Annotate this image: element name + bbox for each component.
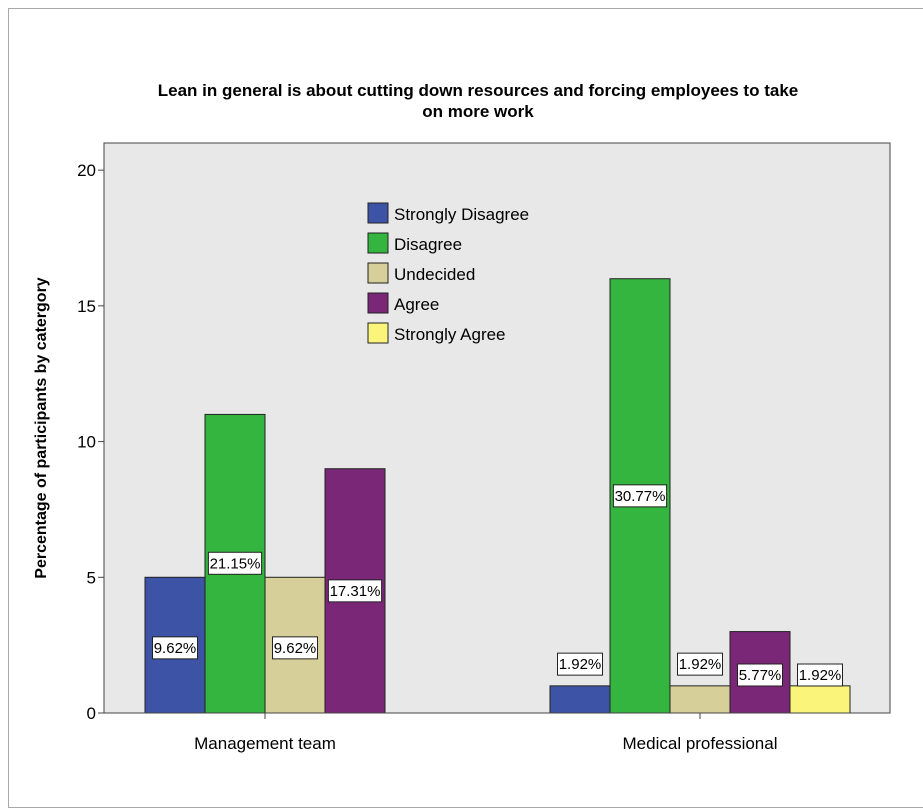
data-labels-layer: 9.62% 21.15% 9.62% 17.31% 1.92% 30.77% 1.92% 5.… xyxy=(152,484,843,687)
legend-label: Agree xyxy=(394,295,439,314)
y-tick-label: 15 xyxy=(77,297,96,316)
legend-swatch xyxy=(367,292,389,314)
x-tick-label: Management team xyxy=(194,734,336,753)
x-tick-label: Medical professional xyxy=(623,734,778,753)
data-label-box xyxy=(327,579,383,603)
y-tick-label: 5 xyxy=(87,568,96,587)
data-label-box xyxy=(152,636,198,660)
data-label-box xyxy=(797,663,843,687)
data-label: 1.92% xyxy=(799,667,842,684)
y-axis-label: Percentage of participants by catergory xyxy=(33,277,50,579)
legend-swatch xyxy=(367,232,389,254)
data-label: 17.31% xyxy=(330,583,381,600)
legend-label: Strongly Agree xyxy=(394,325,506,344)
legend-label: Undecided xyxy=(394,265,475,284)
y-tick-label: 10 xyxy=(77,433,96,452)
legend-swatch xyxy=(367,262,389,284)
legend-swatch xyxy=(367,322,389,344)
y-tick-label: 20 xyxy=(77,161,96,180)
data-label-box xyxy=(612,484,668,508)
data-label: 1.92% xyxy=(679,656,722,673)
data-label-box xyxy=(557,652,603,676)
data-label-box xyxy=(677,652,723,676)
data-label: 9.62% xyxy=(154,640,197,657)
legend-swatch xyxy=(367,202,389,224)
data-label: 9.62% xyxy=(274,640,317,657)
legend: Strongly Disagree Disagree Undecided Agree S… xyxy=(367,202,529,344)
data-label: 5.77% xyxy=(739,667,782,684)
y-tick-label: 0 xyxy=(87,704,96,723)
legend-label: Disagree xyxy=(394,235,462,254)
data-label-box xyxy=(207,551,263,575)
axes-layer: 0 5 10 15 20 Management team Medical professio… xyxy=(77,143,890,753)
chart-title-line-1: Lean in general is about cutting down re… xyxy=(158,81,798,100)
bar-medical-professional-strongly-agree xyxy=(789,685,851,714)
bar-medical-professional-strongly-disagree xyxy=(549,685,611,714)
data-label: 21.15% xyxy=(210,555,261,572)
data-label: 1.92% xyxy=(559,656,602,673)
legend-label: Strongly Disagree xyxy=(394,205,529,224)
chart-title-line-2: on more work xyxy=(422,102,534,121)
data-label: 30.77% xyxy=(615,488,666,505)
data-label-box xyxy=(737,663,783,687)
bar-medical-professional-undecided xyxy=(669,685,731,714)
data-label-box xyxy=(272,636,318,660)
